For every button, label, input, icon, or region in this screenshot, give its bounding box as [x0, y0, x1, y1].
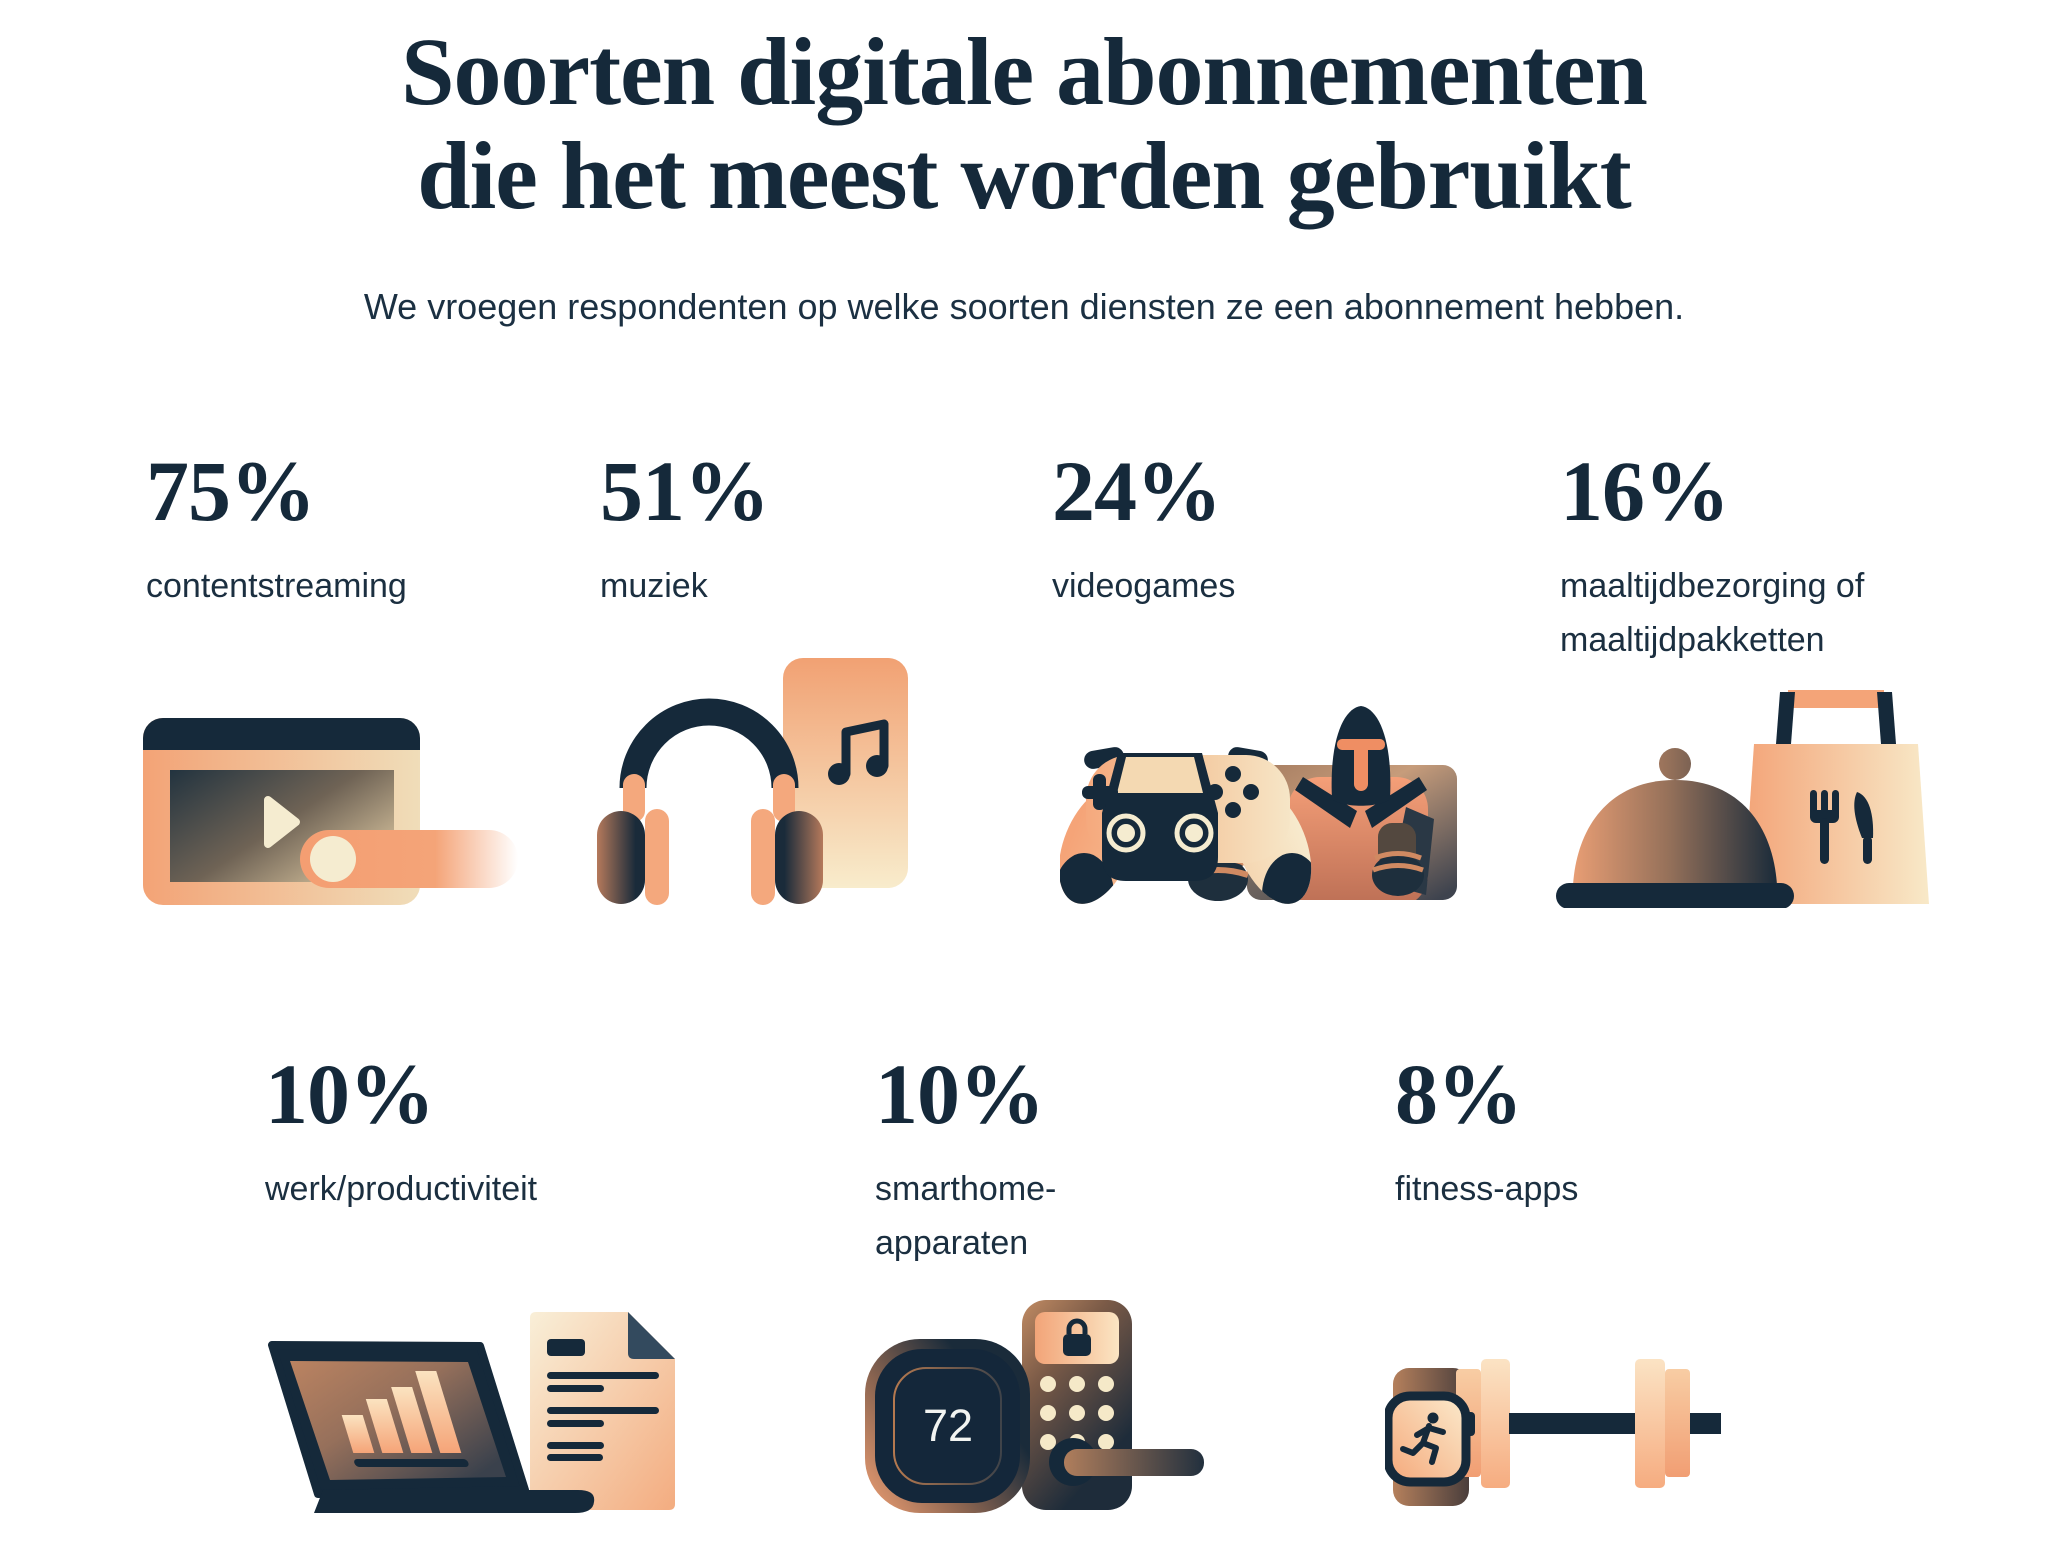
thermostat: 72 [865, 1339, 1030, 1513]
progress-knob [310, 836, 356, 882]
laptop [268, 1341, 595, 1513]
stat-label: smarthome-apparaten [875, 1170, 1057, 1262]
title-line-1: Soorten digitale abonnementen [401, 18, 1648, 125]
stat-label: contentstreaming [146, 567, 407, 605]
door-handle [1064, 1449, 1204, 1476]
controller [1060, 747, 1322, 916]
play-icon [264, 796, 300, 848]
left-cup-bar [645, 809, 669, 905]
headphones-music-icon [593, 648, 923, 908]
stat-werk-productiviteit: 10% werk/productiviteit [265, 1051, 685, 1217]
folded-corner [628, 1312, 675, 1359]
stat-value: 10% [265, 1046, 435, 1142]
shopping-bag [1743, 690, 1929, 904]
bar-chart-icon [341, 1371, 469, 1467]
page-subtitle: We vroegen respondenten op welke soorten… [363, 286, 1685, 327]
left-ear-cup [597, 811, 645, 904]
stat-label: muziek [600, 567, 708, 605]
stat-label: werk/productiviteit [265, 1170, 538, 1208]
document-lines [547, 1339, 659, 1461]
music-note-icon [828, 719, 889, 785]
padlock-icon [1063, 1318, 1091, 1356]
cloche-knob [1659, 748, 1691, 780]
bag-handle-top [1788, 690, 1884, 708]
stat-maaltijdbezorging: 16% maaltijdbezorging of maaltijdpakkett… [1560, 448, 1942, 667]
document [530, 1312, 675, 1510]
stat-label: maaltijdbezorging of maaltijdpakketten [1560, 567, 1865, 659]
video-player-icon [140, 712, 520, 912]
stat-fitness-apps: 8% fitness-apps [1395, 1051, 1695, 1217]
runner-icon [1400, 1412, 1446, 1465]
cloche [1556, 748, 1794, 908]
smartwatch [1385, 1391, 1475, 1487]
stat-contentstreaming: 75% contentstreaming [146, 448, 526, 614]
keypad [1040, 1376, 1114, 1450]
page-title: Soorten digitale abonnementen die het me… [0, 20, 2048, 227]
thermostat-face [875, 1349, 1020, 1503]
face-buttons [1207, 766, 1259, 818]
cloche-dome [1573, 780, 1777, 885]
laptop-base [314, 1490, 595, 1513]
stat-value: 8% [1395, 1046, 1523, 1142]
headphone-band [619, 698, 799, 789]
right-cup-bar [751, 809, 775, 905]
game-controller-icon [1060, 695, 1510, 965]
laptop-document-icon [230, 1295, 690, 1525]
thermostat-reading: 72 [923, 1400, 973, 1451]
left-joystick [1106, 813, 1146, 853]
fitness-icon [1385, 1352, 1735, 1517]
smart-home-icon: 72 [860, 1292, 1260, 1520]
stat-label: fitness-apps [1395, 1170, 1579, 1208]
stat-value: 24% [1052, 443, 1222, 539]
touchpad [1117, 757, 1203, 793]
stat-smarthome: 10% smarthome-apparaten [875, 1051, 1115, 1270]
stat-value: 51% [600, 443, 770, 539]
smart-lock [1022, 1300, 1204, 1510]
headphone-yoke-left [623, 774, 645, 822]
stat-value: 16% [1560, 443, 1730, 539]
food-delivery-icon [1548, 678, 1948, 908]
stat-value: 10% [875, 1046, 1045, 1142]
dpad-icon [1082, 774, 1118, 810]
headphone-yoke-right [773, 774, 795, 822]
fork-knife-icon [1810, 790, 1874, 864]
right-ear-cup [775, 811, 823, 904]
stat-videogames: 24% videogames [1052, 448, 1382, 614]
title-line-2: die het meest worden gebruikt [417, 121, 1632, 229]
cloche-tray [1556, 883, 1794, 908]
progress-bar [300, 830, 518, 888]
stat-muziek: 51% muziek [600, 448, 900, 614]
stat-label: videogames [1052, 567, 1236, 605]
video-titlebar [143, 718, 420, 750]
stat-value: 75% [146, 443, 316, 539]
right-joystick [1174, 813, 1214, 853]
